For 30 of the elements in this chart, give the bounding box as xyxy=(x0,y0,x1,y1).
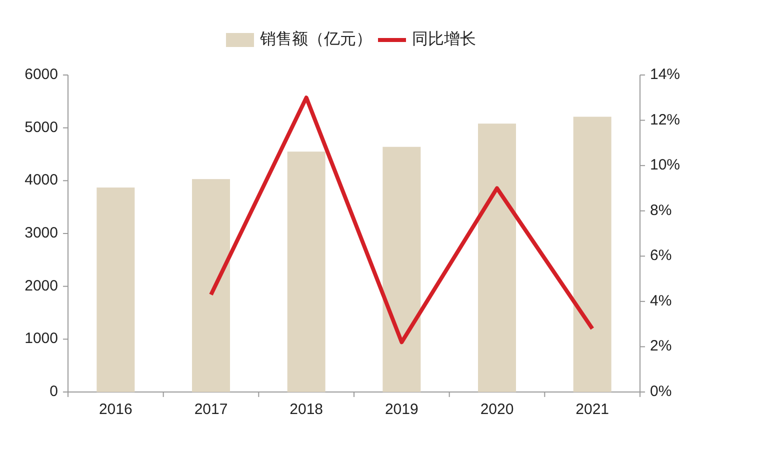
x-tick-label: 2016 xyxy=(98,400,132,418)
y-tick-label: 5000 xyxy=(24,118,58,136)
y-tick-label: 1000 xyxy=(24,330,58,348)
y-tick-label: 4000 xyxy=(24,172,58,189)
y2-tick-label: 2% xyxy=(650,338,672,355)
bar xyxy=(382,146,421,392)
y2-tick-label: 14% xyxy=(650,66,680,83)
x-tick-label: 2018 xyxy=(290,400,324,418)
y-tick-label: 3000 xyxy=(24,224,58,242)
y2-tick-label: 6% xyxy=(650,247,672,264)
bar xyxy=(287,152,326,392)
x-tick-label: 2021 xyxy=(576,400,610,418)
y-tick-label: 0 xyxy=(50,382,58,400)
legend-label: 同比增长 xyxy=(412,30,476,48)
y2-tick-label: 4% xyxy=(650,292,672,310)
bar xyxy=(96,188,135,392)
x-tick-label: 2020 xyxy=(480,400,514,418)
legend-label: 销售额（亿元） xyxy=(259,30,372,48)
y2-tick-label: 0% xyxy=(650,382,672,400)
x-tick-label: 2017 xyxy=(194,400,228,418)
bar xyxy=(192,179,230,392)
y-tick-label: 6000 xyxy=(24,66,58,83)
y-tick-label: 2000 xyxy=(24,277,58,294)
bar xyxy=(478,124,516,392)
bar xyxy=(573,116,612,392)
y2-tick-label: 8% xyxy=(650,202,672,219)
y2-tick-label: 10% xyxy=(650,156,680,174)
x-tick-label: 2019 xyxy=(384,400,418,418)
line-series xyxy=(209,96,594,344)
y2-tick-label: 12% xyxy=(650,111,680,128)
